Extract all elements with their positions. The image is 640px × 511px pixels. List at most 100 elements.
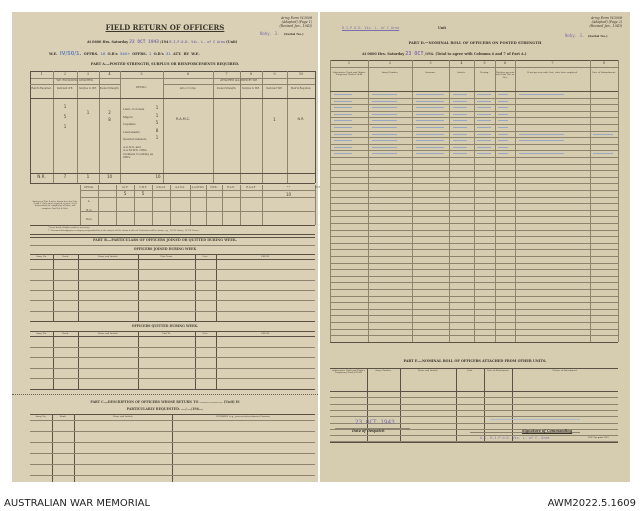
handwritten-entry bbox=[334, 92, 352, 95]
column-header: Name and Initials. bbox=[417, 369, 439, 372]
we-label: W.E. bbox=[49, 52, 58, 56]
column-number: 6 bbox=[503, 61, 507, 65]
attached-row bbox=[330, 441, 618, 443]
serial-number: Noby. 3. bbox=[565, 33, 585, 38]
handwritten-employment bbox=[519, 92, 564, 95]
column-rule bbox=[120, 71, 121, 183]
attached-row bbox=[330, 403, 618, 405]
handwritten-employment bbox=[519, 132, 564, 135]
handwritten-entry bbox=[498, 138, 508, 142]
roll-row bbox=[330, 124, 618, 125]
rule bbox=[30, 245, 315, 246]
quitted-title: OFFICERS QUITTED DURING WEEK. bbox=[131, 324, 199, 328]
ors-label: O.R's bbox=[107, 52, 118, 56]
rule bbox=[330, 391, 618, 392]
handwritten-entry bbox=[416, 112, 444, 115]
at-prefix: At 0600 Hrs. Saturday bbox=[362, 52, 405, 56]
column-rule bbox=[190, 185, 191, 225]
footnote: * Insert detail of higher ranks as neces… bbox=[48, 227, 90, 229]
column-rule bbox=[98, 185, 99, 225]
posted-value: 8 bbox=[108, 117, 111, 122]
analysis-header: TOTAL. bbox=[315, 186, 324, 190]
column-header: Deficient W.E. bbox=[56, 87, 74, 90]
signature-label: Signature of Commanding bbox=[522, 429, 573, 433]
year-label: /194 bbox=[160, 40, 169, 44]
column-header: Surplus to W.E. bbox=[79, 87, 97, 90]
roll-row bbox=[330, 117, 618, 119]
handwritten-entry bbox=[334, 112, 352, 115]
army-form-label: Army Form W.3008 (Adapted) (Page 2) (Rev… bbox=[589, 16, 622, 29]
quitted-row bbox=[30, 346, 315, 348]
column-rule bbox=[474, 60, 475, 342]
rule bbox=[330, 442, 618, 443]
roll-row bbox=[330, 275, 618, 277]
column-header: Initials. bbox=[457, 71, 466, 74]
analysis-header: CIVIL. bbox=[210, 185, 218, 189]
column-rule bbox=[53, 331, 54, 389]
analysis-header: A.W.A.S. bbox=[156, 185, 166, 189]
handwritten-entry bbox=[453, 138, 467, 142]
handwritten-entry bbox=[334, 132, 352, 135]
roll-row bbox=[330, 183, 618, 185]
rule bbox=[80, 211, 315, 212]
roll-row bbox=[330, 335, 618, 337]
detail-row-label: Captains bbox=[123, 122, 136, 126]
rule bbox=[330, 91, 618, 92]
date-stamp: 23 OCT 1943 bbox=[129, 40, 159, 45]
group-header-left: W.E. EXCLUDING ATTACHED. bbox=[56, 79, 94, 82]
despatch-line bbox=[335, 428, 410, 429]
roll-row bbox=[330, 163, 618, 165]
column-header: Posted Strength. bbox=[99, 87, 120, 90]
despatch-date-stamp: 23 OCT 1943 bbox=[355, 419, 395, 426]
ors-att-label: O.R's bbox=[153, 52, 164, 56]
column-header: Army Number. bbox=[375, 369, 392, 372]
attached-row bbox=[330, 416, 618, 418]
handwritten-entry bbox=[334, 151, 352, 155]
roll-row bbox=[330, 176, 618, 178]
roll-row bbox=[330, 282, 618, 284]
column-rule bbox=[262, 71, 263, 183]
column-rule bbox=[195, 254, 196, 321]
joined-row bbox=[30, 269, 315, 271]
handwritten-entry bbox=[334, 99, 352, 102]
column-rule bbox=[78, 331, 79, 389]
analysis-row-label: A. bbox=[87, 200, 91, 203]
handwritten-entry bbox=[372, 151, 397, 155]
column-rule bbox=[206, 185, 207, 225]
handwritten-entry bbox=[453, 118, 467, 122]
handwritten-entry bbox=[477, 125, 491, 128]
column-rule bbox=[456, 368, 457, 442]
column-rule bbox=[78, 254, 79, 321]
column-rule bbox=[400, 368, 401, 442]
analysis-header: C.M.F. bbox=[139, 185, 147, 189]
column-header: Nature of Attachment. bbox=[552, 369, 578, 372]
handwritten-entry bbox=[477, 151, 491, 155]
column-header: Substantive Rank and Higher Temporary Ra… bbox=[332, 369, 365, 375]
form-revision: (Revised Jan., 1943) bbox=[279, 23, 312, 28]
form-page: (Adapted) (Page 1) bbox=[281, 19, 312, 24]
column-rule bbox=[287, 71, 288, 183]
detail-row-label: Quarter-masters bbox=[123, 137, 147, 141]
at-prefix: At 0600 Hrs. Saturday bbox=[87, 40, 129, 44]
column-number: 4 bbox=[108, 72, 111, 76]
aif-value: 5 bbox=[123, 192, 127, 197]
column-header: Army No. bbox=[36, 331, 47, 335]
handwritten-entry bbox=[334, 145, 352, 148]
handwritten-entry bbox=[453, 92, 467, 95]
column-header: Name and Initials. bbox=[97, 331, 119, 335]
unit-label: Unit bbox=[438, 26, 447, 30]
handwritten-entry bbox=[453, 99, 467, 102]
column-rule bbox=[138, 331, 139, 389]
handwritten-entry bbox=[416, 138, 444, 142]
rule bbox=[330, 368, 618, 369]
roll-row bbox=[330, 97, 618, 99]
column-header: Army Number. bbox=[381, 71, 399, 74]
column-rule bbox=[53, 254, 54, 321]
column-number: 7 bbox=[551, 61, 554, 65]
quitted-row bbox=[30, 357, 315, 358]
handwritten-entry bbox=[477, 92, 491, 95]
roll-row bbox=[330, 249, 618, 251]
column-header: Name and Initials. bbox=[112, 414, 134, 418]
analysis-note: Analysis of Part A to be shown here for … bbox=[32, 201, 78, 210]
column-header: Rein'ts Required. bbox=[31, 87, 52, 90]
